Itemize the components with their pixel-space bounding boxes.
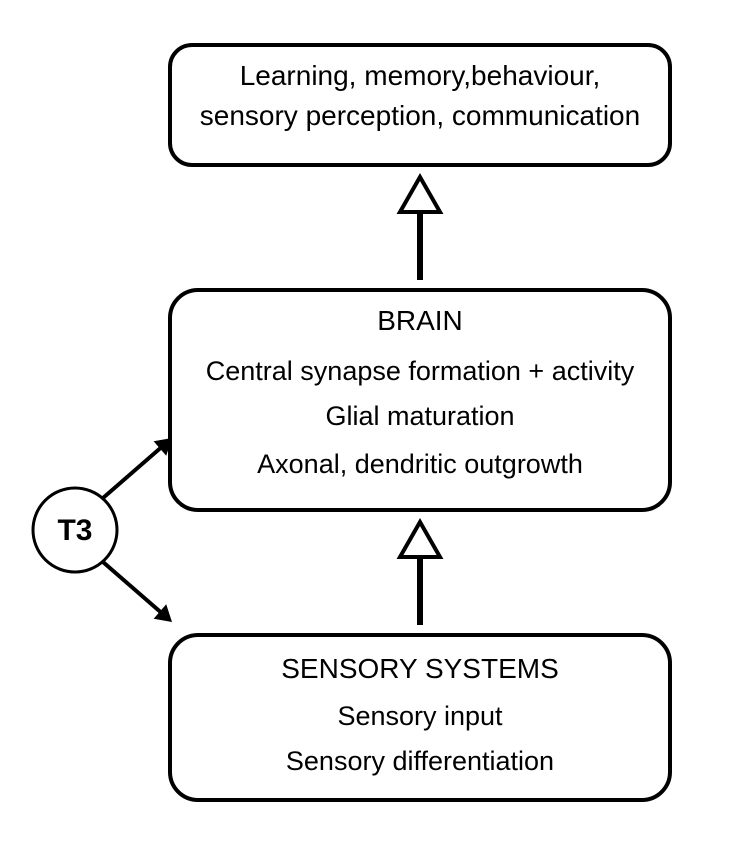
node-t3-label: T3: [57, 514, 92, 547]
node-brain-line-3: Axonal, dendritic outgrowth: [257, 449, 583, 479]
node-top-line-0: Learning, memory,behaviour,: [240, 60, 601, 91]
node-brain-line-2: Glial maturation: [325, 401, 514, 431]
node-sensory-line-1: Sensory input: [337, 701, 503, 731]
node-top: Learning, memory,behaviour, sensory perce…: [170, 45, 670, 165]
node-brain-line-1: Central synapse formation + activity: [206, 356, 635, 386]
node-brain: BRAIN Central synapse formation + activit…: [170, 290, 670, 510]
node-top-line-1: sensory perception, communication: [200, 100, 640, 131]
node-brain-line-0: BRAIN: [377, 305, 463, 336]
node-t3: T3: [33, 488, 117, 572]
node-sensory: SENSORY SYSTEMS Sensory input Sensory diff…: [170, 635, 670, 800]
node-sensory-line-2: Sensory differentiation: [286, 746, 554, 776]
node-sensory-line-0: SENSORY SYSTEMS: [281, 653, 559, 684]
